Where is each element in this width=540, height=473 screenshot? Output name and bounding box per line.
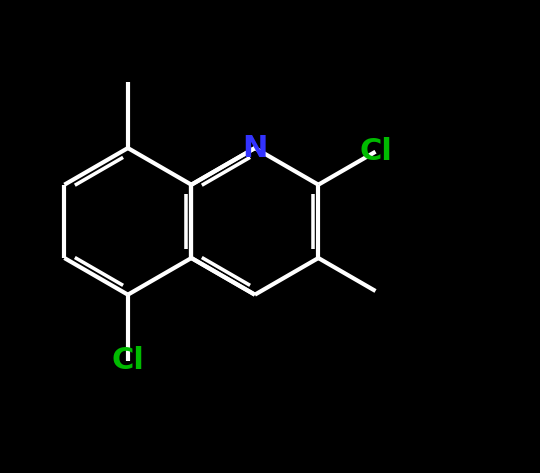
Text: N: N	[242, 133, 267, 163]
Text: Cl: Cl	[359, 137, 392, 166]
Text: Cl: Cl	[111, 346, 144, 375]
